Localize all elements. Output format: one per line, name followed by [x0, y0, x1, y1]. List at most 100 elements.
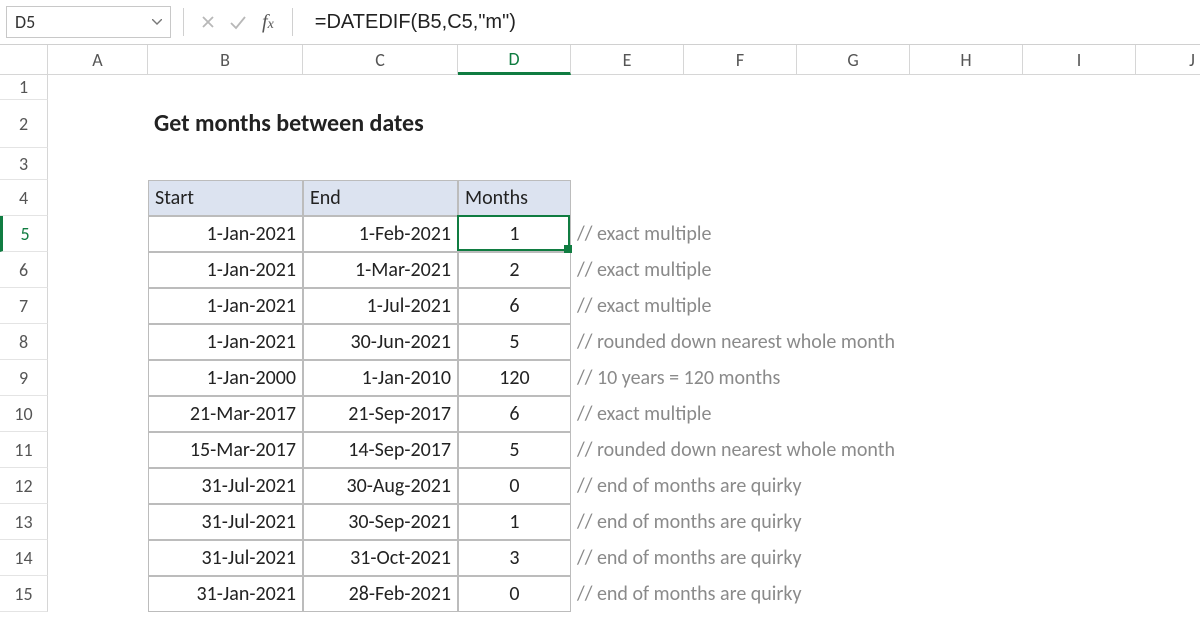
cell-H12[interactable]: [910, 468, 1023, 504]
table-header-months[interactable]: Months: [458, 180, 571, 216]
cell-start[interactable]: 21-Mar-2017: [148, 396, 303, 432]
cell-start[interactable]: 1-Jan-2021: [148, 324, 303, 360]
cell-months[interactable]: 120: [458, 360, 571, 396]
cell-G3[interactable]: [797, 148, 910, 180]
cell-H6[interactable]: [910, 252, 1023, 288]
cell-end[interactable]: 1-Feb-2021: [303, 216, 458, 252]
column-header-B[interactable]: B: [148, 45, 303, 75]
cell-C2[interactable]: [303, 100, 458, 148]
cell-G7[interactable]: [797, 288, 910, 324]
cell-F6[interactable]: [684, 252, 797, 288]
cell-months[interactable]: 3: [458, 540, 571, 576]
cell-end[interactable]: 28-Feb-2021: [303, 576, 458, 612]
column-header-G[interactable]: G: [797, 45, 910, 75]
grid-body[interactable]: Get months between datesStartEndMonths1-…: [48, 75, 1200, 630]
cell-H7[interactable]: [910, 288, 1023, 324]
cell-E9[interactable]: // 10 years = 120 months: [571, 360, 684, 396]
cell-start[interactable]: 1-Jan-2021: [148, 216, 303, 252]
cell-start[interactable]: 15-Mar-2017: [148, 432, 303, 468]
cell-H13[interactable]: [910, 504, 1023, 540]
cell-E13[interactable]: // end of months are quirky: [571, 504, 684, 540]
column-header-I[interactable]: I: [1023, 45, 1136, 75]
cell-A5[interactable]: [48, 216, 148, 252]
cell-E15[interactable]: // end of months are quirky: [571, 576, 684, 612]
cell-A14[interactable]: [48, 540, 148, 576]
table-header-start[interactable]: Start: [148, 180, 303, 216]
cell-E2[interactable]: [571, 100, 684, 148]
cell-months[interactable]: 6: [458, 396, 571, 432]
cell-H2[interactable]: [910, 100, 1023, 148]
cell-G5[interactable]: [797, 216, 910, 252]
cell-H4[interactable]: [910, 180, 1023, 216]
cell-H9[interactable]: [910, 360, 1023, 396]
cell-G10[interactable]: [797, 396, 910, 432]
cell-months[interactable]: 0: [458, 468, 571, 504]
cell-I11[interactable]: [1023, 432, 1136, 468]
cell-I10[interactable]: [1023, 396, 1136, 432]
cell-start[interactable]: 31-Jul-2021: [148, 468, 303, 504]
cell-A2[interactable]: [48, 100, 148, 148]
cell-E7[interactable]: // exact multiple: [571, 288, 684, 324]
cell-G2[interactable]: [797, 100, 910, 148]
cell-H3[interactable]: [910, 148, 1023, 180]
chevron-down-icon[interactable]: [152, 15, 162, 29]
cell-G1[interactable]: [797, 75, 910, 100]
cell-J12[interactable]: [1136, 468, 1200, 504]
column-header-F[interactable]: F: [684, 45, 797, 75]
cell-I3[interactable]: [1023, 148, 1136, 180]
cell-H14[interactable]: [910, 540, 1023, 576]
formula-input[interactable]: [305, 6, 1194, 38]
cell-A3[interactable]: [48, 148, 148, 180]
row-header-6[interactable]: 6: [0, 252, 48, 288]
cell-J6[interactable]: [1136, 252, 1200, 288]
cell-start[interactable]: 31-Jul-2021: [148, 540, 303, 576]
cell-F13[interactable]: [684, 504, 797, 540]
cell-I1[interactable]: [1023, 75, 1136, 100]
cell-months[interactable]: 0: [458, 576, 571, 612]
row-header-11[interactable]: 11: [0, 432, 48, 468]
name-box[interactable]: D5: [6, 6, 171, 38]
cell-D3[interactable]: [458, 148, 571, 180]
cell-A10[interactable]: [48, 396, 148, 432]
cell-E12[interactable]: // end of months are quirky: [571, 468, 684, 504]
cell-E14[interactable]: // end of months are quirky: [571, 540, 684, 576]
cell-F5[interactable]: [684, 216, 797, 252]
cell-I2[interactable]: [1023, 100, 1136, 148]
cell-J10[interactable]: [1136, 396, 1200, 432]
cell-F12[interactable]: [684, 468, 797, 504]
row-header-3[interactable]: 3: [0, 148, 48, 180]
cell-G6[interactable]: [797, 252, 910, 288]
cell-F14[interactable]: [684, 540, 797, 576]
cell-F8[interactable]: [684, 324, 797, 360]
cell-D1[interactable]: [458, 75, 571, 100]
column-header-D[interactable]: D: [458, 45, 571, 75]
row-header-14[interactable]: 14: [0, 540, 48, 576]
cell-F11[interactable]: [684, 432, 797, 468]
cell-G12[interactable]: [797, 468, 910, 504]
cell-F3[interactable]: [684, 148, 797, 180]
row-header-15[interactable]: 15: [0, 576, 48, 612]
cell-F9[interactable]: [684, 360, 797, 396]
fx-icon[interactable]: fx: [256, 11, 280, 34]
cell-I6[interactable]: [1023, 252, 1136, 288]
cell-E6[interactable]: // exact multiple: [571, 252, 684, 288]
cell-H11[interactable]: [910, 432, 1023, 468]
cell-months[interactable]: 1: [458, 216, 571, 252]
cell-C1[interactable]: [303, 75, 458, 100]
cell-A9[interactable]: [48, 360, 148, 396]
cell-E3[interactable]: [571, 148, 684, 180]
cell-end[interactable]: 21-Sep-2017: [303, 396, 458, 432]
row-header-5[interactable]: 5: [0, 216, 48, 252]
cell-A1[interactable]: [48, 75, 148, 100]
row-header-8[interactable]: 8: [0, 324, 48, 360]
cell-H15[interactable]: [910, 576, 1023, 612]
cell-E1[interactable]: [571, 75, 684, 100]
cell-G13[interactable]: [797, 504, 910, 540]
cell-F10[interactable]: [684, 396, 797, 432]
cell-F1[interactable]: [684, 75, 797, 100]
column-header-H[interactable]: H: [910, 45, 1023, 75]
enter-icon[interactable]: [226, 10, 250, 34]
cancel-icon[interactable]: [196, 10, 220, 34]
cell-months[interactable]: 6: [458, 288, 571, 324]
cell-J1[interactable]: [1136, 75, 1200, 100]
